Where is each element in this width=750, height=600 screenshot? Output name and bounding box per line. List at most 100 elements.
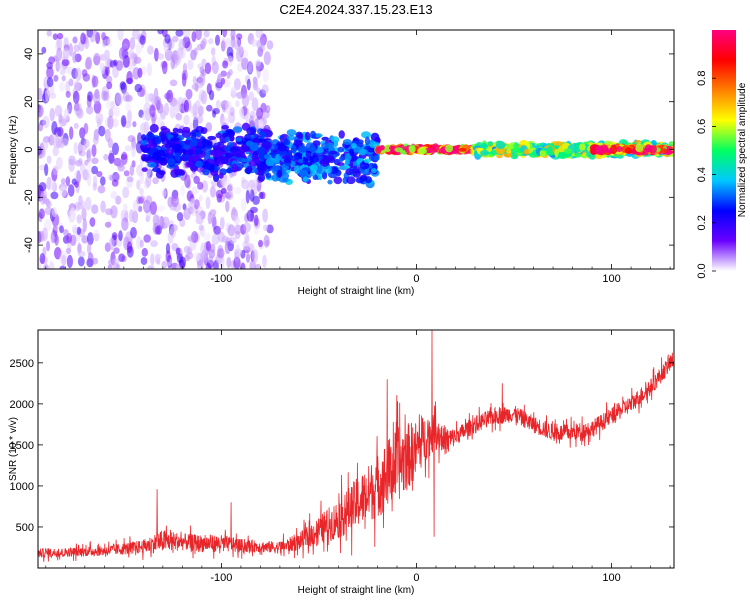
- spectrogram-cell: [487, 141, 493, 147]
- spectrogram-cell: [183, 245, 191, 254]
- spectrogram-cell: [250, 39, 258, 47]
- spectrogram-cell: [144, 92, 150, 104]
- spectrogram-cell: [147, 161, 157, 168]
- spectrogram-cell: [154, 47, 159, 62]
- spectrogram-cell: [129, 164, 135, 177]
- spectrogram-cell: [38, 230, 42, 244]
- spectrogram-cell: [72, 51, 77, 64]
- spectrogram-cell: [120, 82, 127, 94]
- spectrogram-cell: [132, 30, 140, 40]
- spectrogram-y-tick-label: 0: [23, 146, 35, 152]
- spectrogram-cell: [167, 158, 176, 166]
- spectrogram-cell: [297, 145, 308, 153]
- spectrogram-cell: [261, 84, 269, 95]
- spectrogram-cell: [101, 32, 106, 41]
- spectrogram-cell: [79, 163, 86, 174]
- spectrogram-cell: [65, 247, 71, 255]
- spectrogram-cell: [164, 92, 172, 100]
- spectrogram-cell: [260, 37, 267, 45]
- spectrogram-cell: [143, 102, 151, 116]
- spectrogram-cell: [219, 216, 225, 230]
- spectrogram-cell: [624, 147, 632, 154]
- spectrogram-cell: [207, 255, 214, 266]
- spectrogram-cell: [141, 113, 150, 120]
- spectrogram-cell: [75, 67, 82, 81]
- spectrogram-cell: [229, 135, 235, 142]
- spectrogram-cell: [145, 175, 152, 188]
- spectrogram-cell: [190, 186, 199, 195]
- spectrogram-cell: [46, 77, 54, 88]
- spectrogram-cell: [73, 102, 80, 112]
- spectrogram-cell: [224, 136, 231, 143]
- spectrogram-cell: [262, 68, 269, 83]
- spectrogram-cell: [89, 218, 95, 226]
- spectrogram-cell: [87, 91, 93, 102]
- spectrogram-cell: [182, 126, 191, 134]
- spectrogram-cell: [262, 224, 269, 232]
- spectrogram-cell: [87, 147, 92, 159]
- spectrogram-cell: [221, 117, 229, 128]
- spectrogram-cell: [236, 33, 243, 40]
- spectrogram-cell: [363, 158, 371, 164]
- colorbar: 0.0 0.2 0.4 0.6 0.8 Normalized spectral ampl…: [696, 30, 748, 279]
- snr-x-ticks: -100 0 100: [45, 330, 671, 584]
- spectrogram-cell: [262, 208, 268, 223]
- spectrogram-cell: [38, 87, 43, 101]
- spectrogram-cell: [183, 144, 191, 150]
- spectrogram-cell: [235, 100, 240, 108]
- spectrogram-cell: [38, 104, 44, 118]
- snr-y-label: SNR (10 * v/v): [8, 417, 19, 481]
- spectrogram-cell: [218, 172, 224, 179]
- spectrogram-cell: [38, 182, 47, 192]
- spectrogram-cell: [207, 211, 213, 225]
- spectrogram-cell: [635, 143, 644, 153]
- spectrogram-cell: [147, 62, 152, 77]
- spectrogram-cell: [63, 108, 70, 121]
- spectrogram-cell: [547, 150, 555, 156]
- spectrogram-cell: [44, 219, 52, 231]
- spectrogram-cell: [157, 53, 165, 60]
- spectrogram-cell: [606, 148, 613, 153]
- spectrogram-cell: [128, 209, 134, 223]
- spectrogram-cell: [359, 161, 370, 170]
- spectrogram-cell: [210, 185, 216, 198]
- spectrogram-cell: [185, 161, 194, 168]
- spectrogram-cell: [86, 30, 94, 38]
- spectrogram-cell: [227, 183, 234, 196]
- spectrogram-cell: [539, 150, 546, 157]
- spectrogram-cell: [107, 137, 113, 149]
- spectrogram-cell: [226, 46, 234, 59]
- spectrogram-cell: [127, 49, 135, 61]
- spectrogram-y-tick-label: 20: [23, 96, 35, 108]
- spectrogram-cell: [49, 92, 57, 99]
- spectrogram-cell: [190, 165, 199, 172]
- spectrogram-cell: [52, 146, 59, 157]
- spectrogram-cell: [321, 142, 329, 149]
- spectrogram-cell: [97, 185, 106, 194]
- spectrogram-cell: [174, 101, 182, 113]
- spectrogram-cell: [72, 36, 78, 44]
- spectrogram-cell: [50, 179, 56, 191]
- spectrogram-cell: [103, 153, 109, 161]
- spectrogram-cell: [384, 144, 392, 153]
- spectrogram-cell: [197, 181, 204, 190]
- spectrogram-cell: [50, 191, 59, 200]
- spectrogram-cell: [242, 240, 249, 251]
- spectrogram-cell: [55, 62, 64, 69]
- spectrogram-cell: [169, 225, 177, 238]
- spectrogram-cell: [235, 244, 241, 257]
- spectrogram-cell: [170, 137, 180, 142]
- spectrogram-cell: [87, 242, 92, 256]
- spectrogram-cell: [101, 90, 108, 101]
- spectrogram-cell: [361, 131, 371, 139]
- spectrogram-cell: [105, 208, 113, 216]
- spectrogram-cell: [87, 232, 94, 246]
- spectrogram-cell: [579, 143, 586, 151]
- spectrogram-cell: [38, 122, 43, 132]
- spectrogram-cell: [122, 43, 128, 50]
- spectrogram-cell: [139, 170, 144, 185]
- spectrogram-x-tick-label: 0: [413, 273, 419, 285]
- snr-x-tick-label: 100: [602, 572, 620, 584]
- spectrogram-cell: [175, 112, 183, 121]
- spectrogram-cell: [76, 226, 82, 235]
